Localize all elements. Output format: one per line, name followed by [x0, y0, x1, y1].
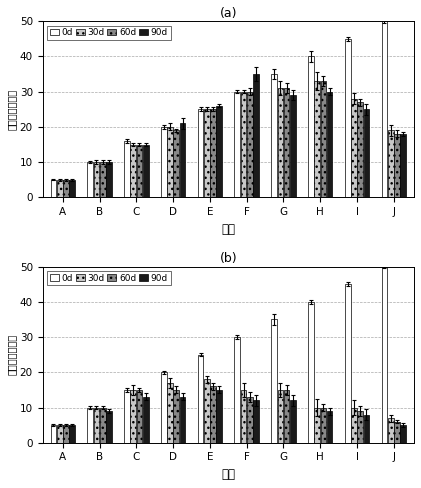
Bar	[394, 422, 400, 443]
Bar	[327, 92, 333, 197]
Bar	[210, 109, 216, 197]
Bar	[210, 386, 216, 443]
Bar	[284, 390, 290, 443]
Bar	[351, 99, 357, 197]
Bar	[137, 390, 142, 443]
Bar	[381, 21, 387, 197]
Bar	[93, 162, 99, 197]
Bar	[131, 144, 136, 197]
Bar	[93, 407, 99, 443]
Bar	[241, 390, 246, 443]
Bar	[290, 95, 296, 197]
Title: (b): (b)	[219, 252, 237, 265]
Legend: 0d, 30d, 60d, 90d: 0d, 30d, 60d, 90d	[47, 271, 171, 285]
Bar	[394, 134, 400, 197]
Bar	[167, 383, 173, 443]
Bar	[143, 397, 149, 443]
Y-axis label: 蚯蛙条数（条）: 蚯蛙条数（条）	[7, 334, 17, 375]
Bar	[100, 162, 106, 197]
Bar	[314, 407, 320, 443]
Bar	[234, 92, 240, 197]
Bar	[388, 130, 394, 197]
Bar	[216, 390, 222, 443]
Bar	[345, 39, 351, 197]
Bar	[204, 109, 210, 197]
Bar	[327, 411, 333, 443]
Bar	[357, 102, 363, 197]
Bar	[308, 302, 314, 443]
Bar	[137, 144, 142, 197]
Bar	[180, 123, 185, 197]
Bar	[345, 284, 351, 443]
Bar	[400, 425, 406, 443]
Bar	[63, 180, 69, 197]
Bar	[308, 57, 314, 197]
Bar	[69, 425, 75, 443]
Bar	[124, 390, 130, 443]
Bar	[173, 390, 179, 443]
Bar	[69, 180, 75, 197]
Bar	[63, 425, 69, 443]
Bar	[198, 109, 203, 197]
Title: (a): (a)	[220, 7, 237, 20]
Bar	[381, 266, 387, 443]
Bar	[173, 130, 179, 197]
Bar	[357, 411, 363, 443]
Bar	[388, 418, 394, 443]
Bar	[51, 180, 56, 197]
Bar	[216, 106, 222, 197]
Bar	[87, 162, 93, 197]
Bar	[351, 407, 357, 443]
Bar	[241, 92, 246, 197]
Bar	[198, 355, 203, 443]
Bar	[57, 425, 63, 443]
Bar	[277, 88, 283, 197]
Bar	[143, 144, 149, 197]
X-axis label: 处理: 处理	[221, 223, 235, 236]
Bar	[364, 109, 369, 197]
Bar	[277, 390, 283, 443]
Bar	[161, 127, 167, 197]
Legend: 0d, 30d, 60d, 90d: 0d, 30d, 60d, 90d	[47, 26, 171, 40]
Bar	[57, 180, 63, 197]
Bar	[51, 425, 56, 443]
Bar	[253, 401, 259, 443]
Bar	[284, 88, 290, 197]
Bar	[400, 134, 406, 197]
Bar	[364, 415, 369, 443]
Bar	[106, 162, 112, 197]
Bar	[271, 74, 277, 197]
Bar	[106, 411, 112, 443]
X-axis label: 处理: 处理	[221, 468, 235, 481]
Bar	[247, 397, 253, 443]
Bar	[161, 372, 167, 443]
Bar	[314, 81, 320, 197]
Bar	[271, 319, 277, 443]
Bar	[234, 337, 240, 443]
Bar	[124, 141, 130, 197]
Y-axis label: 蚯蛙条数（条）: 蚯蛙条数（条）	[7, 89, 17, 130]
Bar	[100, 407, 106, 443]
Bar	[87, 407, 93, 443]
Bar	[320, 81, 326, 197]
Bar	[290, 401, 296, 443]
Bar	[320, 407, 326, 443]
Bar	[204, 379, 210, 443]
Bar	[247, 92, 253, 197]
Bar	[167, 127, 173, 197]
Bar	[131, 390, 136, 443]
Bar	[180, 397, 185, 443]
Bar	[253, 74, 259, 197]
